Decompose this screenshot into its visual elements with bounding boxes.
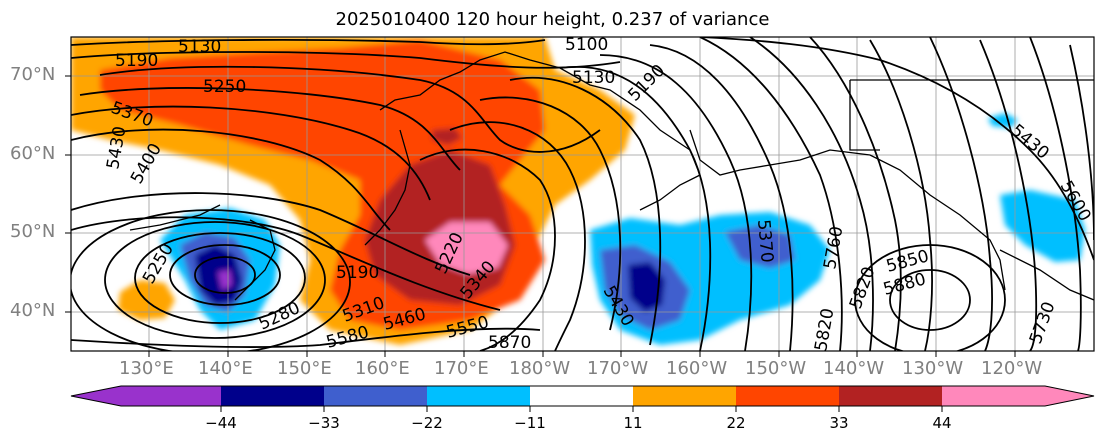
negative-anomaly-sky-small [988, 113, 1018, 128]
lat-label: 70°N [10, 64, 56, 85]
contour-label: 5870 [488, 333, 531, 353]
negative-anomaly-navy-central [628, 262, 665, 312]
lon-label: 180°W [509, 358, 571, 379]
lon-label: 170°E [434, 358, 489, 379]
colorbar-tick-label: −11 [514, 414, 546, 432]
contour-label: 5130 [572, 68, 615, 88]
colorbar-bin [121, 386, 221, 406]
colorbar-bin [633, 386, 737, 406]
bc-coast [999, 249, 1094, 301]
colorbar-bin [839, 386, 943, 406]
map-title: 2025010400 120 hour height, 0.237 of var… [335, 9, 770, 30]
lon-label: 120°W [981, 358, 1043, 379]
colorbar-tick-label: −22 [411, 414, 443, 432]
negative-anomaly-sky-east [1000, 190, 1085, 262]
colorbar-tick-label: 33 [829, 414, 849, 432]
colorbar-tick-label: 11 [623, 414, 643, 432]
height-contours [71, 37, 1094, 351]
lon-label: 140°W [823, 358, 885, 379]
alaska-coast [689, 129, 1006, 291]
positive-anomaly-dark-red-small [432, 128, 462, 145]
positive-anomaly-pink [425, 222, 508, 274]
graticule [71, 37, 1094, 351]
contour-label: 5130 [178, 37, 221, 57]
lon-label: 130°E [119, 358, 174, 379]
colorbar-bin [1045, 386, 1094, 406]
contour-label: 5250 [203, 77, 246, 97]
colorbar-tick-label: 22 [726, 414, 746, 432]
colorbar-bin [942, 386, 1045, 406]
lon-label: 140°E [198, 358, 253, 379]
colorbar-bin [71, 386, 121, 406]
lat-label: 40°N [10, 300, 56, 321]
contour-label: 5190 [336, 263, 379, 283]
colorbar-bin [736, 386, 840, 406]
contour-label: 5100 [565, 35, 608, 55]
colorbar [70, 385, 1095, 412]
contour-label: 5370 [753, 219, 777, 264]
lon-label: 150°E [277, 358, 332, 379]
lon-label: 170°W [587, 358, 649, 379]
colorbar-bin [324, 386, 428, 406]
colorbar-tick-label: 44 [932, 414, 952, 432]
colorbar-bin [427, 386, 531, 406]
contour-label: 5190 [115, 51, 158, 71]
lat-label: 50°N [10, 221, 56, 242]
map-frame [70, 36, 1095, 352]
anomaly-shading [71, 37, 1094, 351]
lon-label: 160°E [355, 358, 410, 379]
colorbar-bin [221, 386, 325, 406]
chukotka-coast [379, 51, 701, 211]
colorbar-outline [70, 385, 1095, 407]
lon-label: 160°W [666, 358, 728, 379]
colorbar-tick-label: −44 [205, 414, 237, 432]
negative-anomaly-purple [218, 270, 232, 290]
lat-label: 60°N [10, 143, 56, 164]
colorbar-tick-label: −33 [308, 414, 340, 432]
lon-label: 150°W [745, 358, 807, 379]
kamchatka-coast [364, 129, 411, 246]
negative-anomaly-royal-small [725, 225, 795, 268]
axis-ticks [65, 75, 1016, 357]
colorbar-bin [530, 386, 634, 406]
lon-label: 130°W [902, 358, 964, 379]
